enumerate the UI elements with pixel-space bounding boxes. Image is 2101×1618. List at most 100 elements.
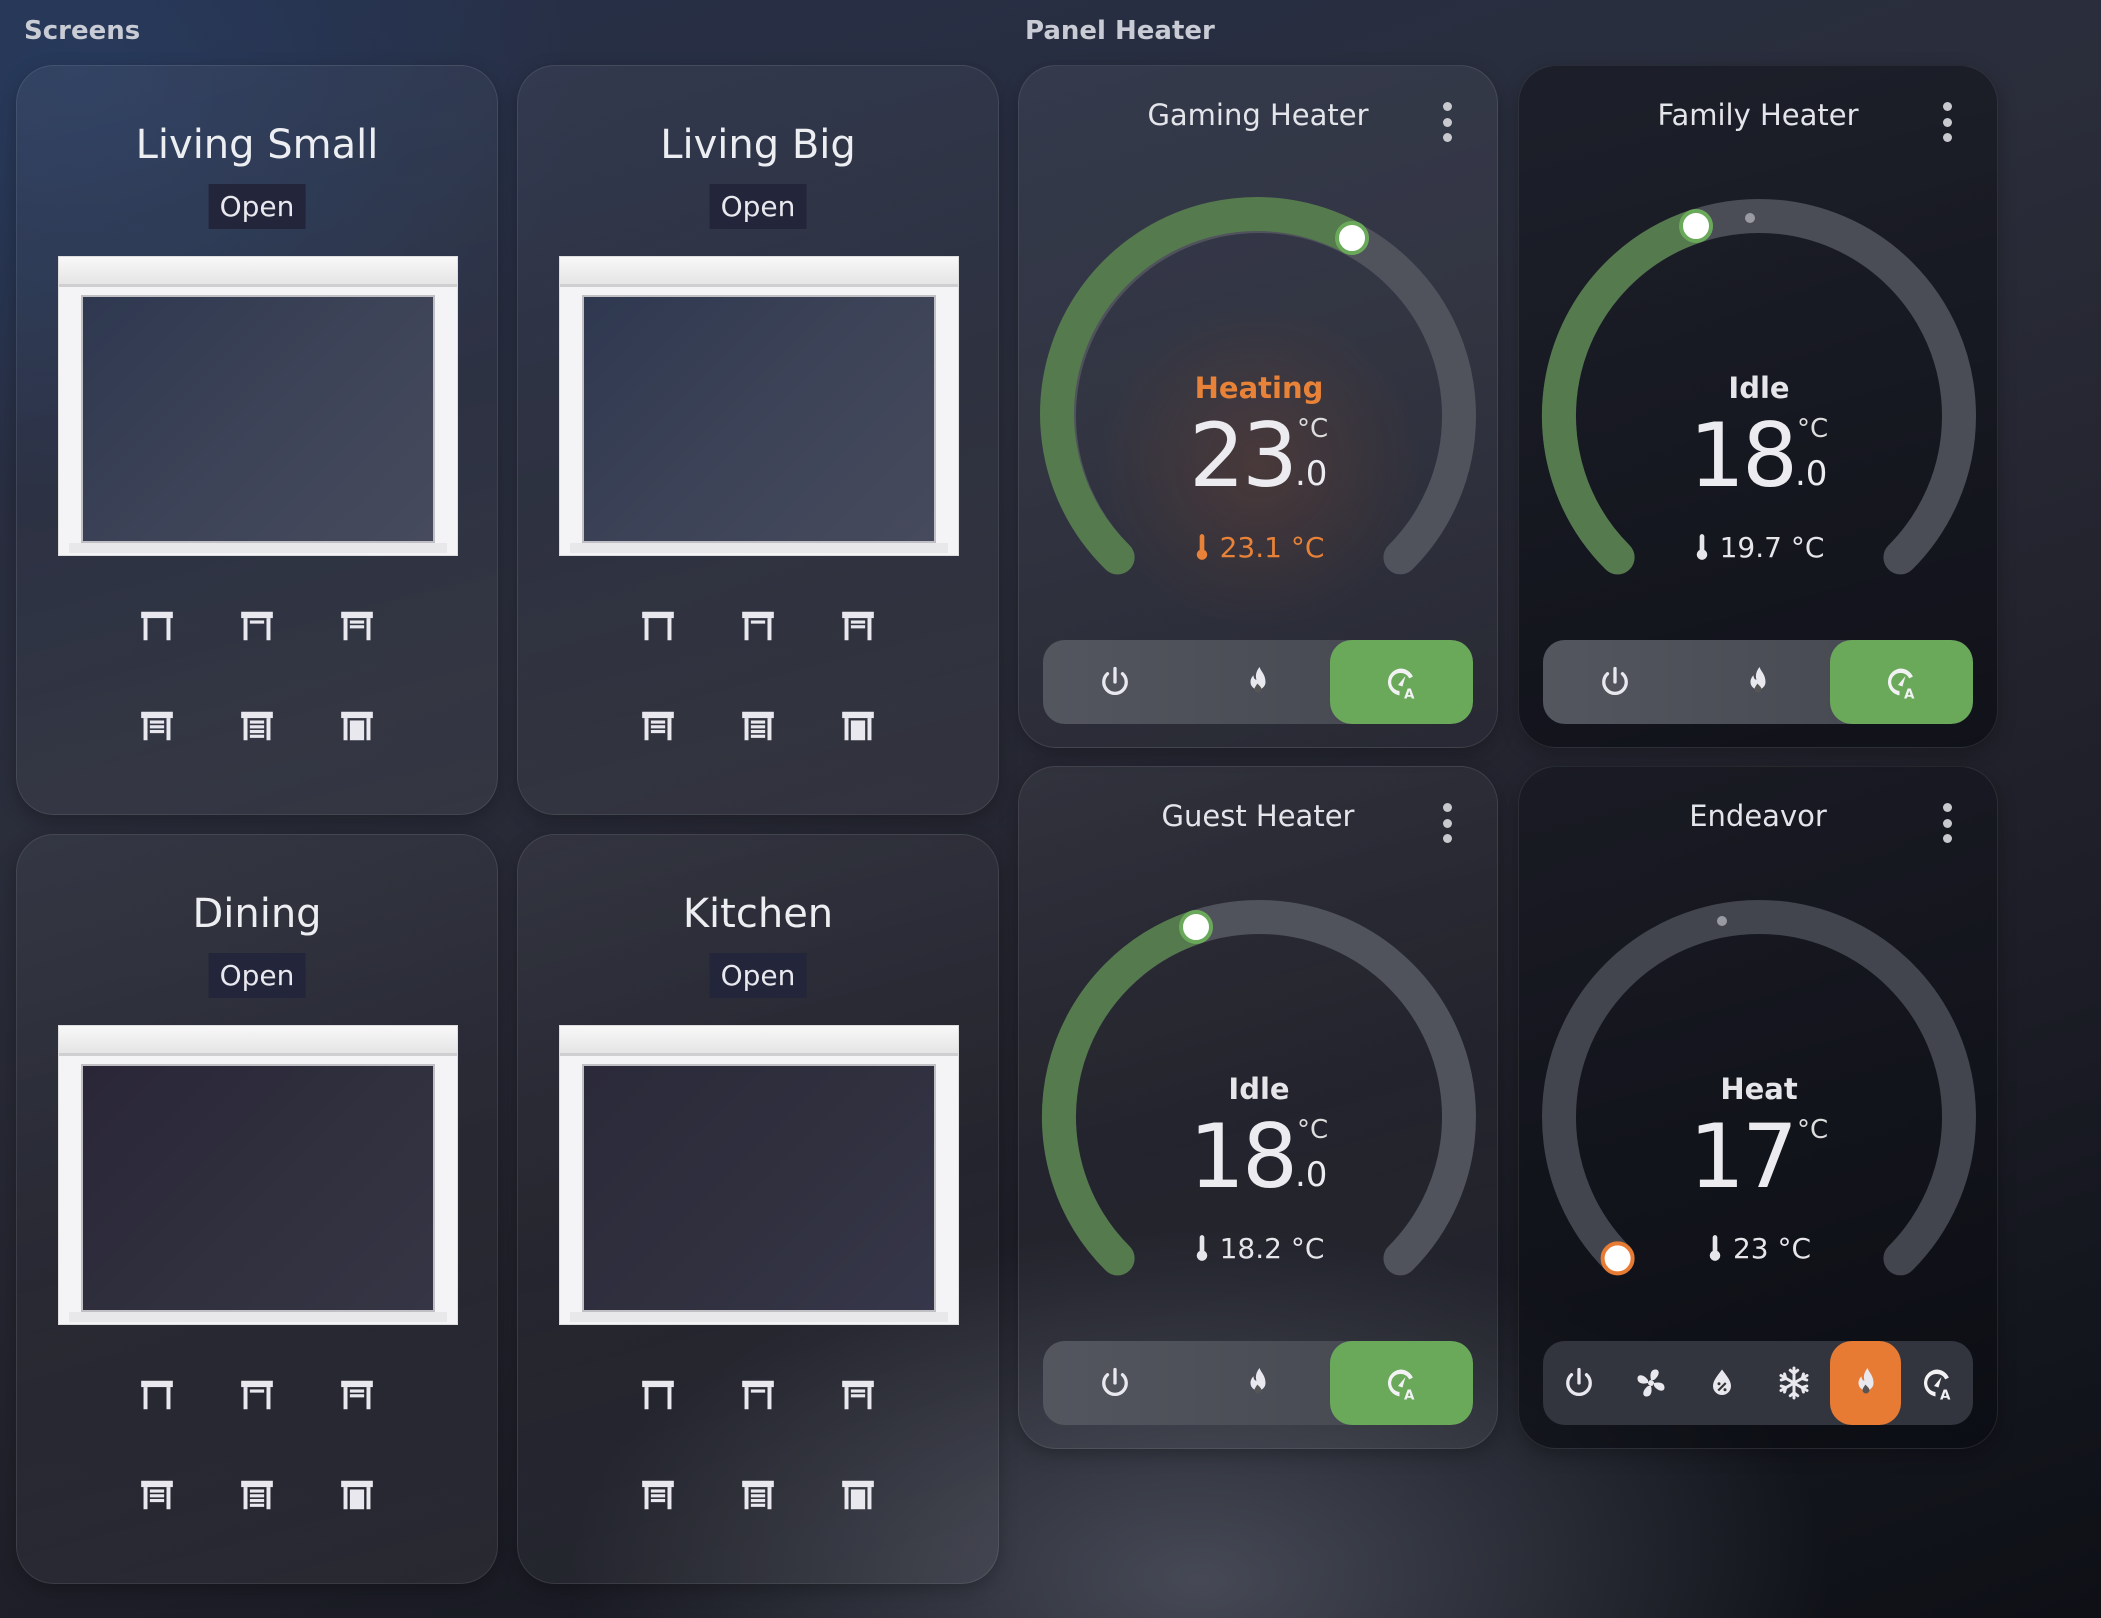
screen-card-dining: Dining Open xyxy=(16,834,498,1584)
shutter-80-icon xyxy=(238,1476,276,1514)
setpoint-thumb[interactable] xyxy=(1179,910,1213,944)
target-temperature: 18 °C .0 xyxy=(1189,1105,1329,1208)
shutter-100-button[interactable] xyxy=(327,696,387,756)
dot-icon xyxy=(1942,102,1952,111)
thermostat-name: Guest Heater xyxy=(1161,799,1355,833)
water-percent-icon xyxy=(1704,1365,1740,1401)
shutter-60-button[interactable] xyxy=(628,696,688,756)
mode-off-button[interactable] xyxy=(1043,1341,1186,1425)
shutter-60-button[interactable] xyxy=(628,1465,688,1525)
shutter-40-icon xyxy=(338,607,376,645)
shutter-60-icon xyxy=(639,707,677,745)
screen-window-image[interactable] xyxy=(559,256,959,556)
shutter-open-icon xyxy=(639,607,677,645)
shutter-20-button[interactable] xyxy=(728,1365,788,1425)
mode-heat-button[interactable] xyxy=(1829,1341,1902,1425)
more-options-button[interactable] xyxy=(1937,803,1957,843)
flame-icon xyxy=(1740,664,1776,700)
thermostat-auto-icon xyxy=(1383,1365,1419,1401)
shutter-0-button[interactable] xyxy=(127,596,187,656)
shutter-40-button[interactable] xyxy=(828,1365,888,1425)
mode-off-button[interactable] xyxy=(1043,640,1186,724)
shutter-80-button[interactable] xyxy=(227,696,287,756)
target-temperature: 17 °C xyxy=(1689,1105,1829,1208)
current-temperature: 23 °C xyxy=(1534,1232,1984,1265)
shutter-20-icon xyxy=(739,1376,777,1414)
shutter-0-button[interactable] xyxy=(628,1365,688,1425)
shutter-60-button[interactable] xyxy=(127,1465,187,1525)
screen-card-kitchen: Kitchen Open xyxy=(517,834,999,1584)
shutter-open-icon xyxy=(639,1376,677,1414)
temperature-dial[interactable] xyxy=(1034,191,1484,641)
mode-heat-button[interactable] xyxy=(1186,1341,1329,1425)
mode-heat-button[interactable] xyxy=(1686,640,1829,724)
thermostat-card-guest-heater: Guest Heater Idle 18 °C .0 18.2 °C xyxy=(1018,766,1498,1449)
shutter-80-button[interactable] xyxy=(227,1465,287,1525)
panel-heater-section-title: Panel Heater xyxy=(1025,16,1215,46)
temperature-dial[interactable] xyxy=(1534,191,1984,641)
target-temperature: 23 °C .0 xyxy=(1189,404,1329,507)
current-temperature: 18.2 °C xyxy=(1034,1232,1484,1265)
screen-state-badge: Open xyxy=(709,184,807,229)
dot-icon xyxy=(1442,102,1452,111)
shutter-40-button[interactable] xyxy=(327,596,387,656)
shutter-40-button[interactable] xyxy=(828,596,888,656)
hvac-action-label: Heating xyxy=(1194,371,1324,405)
temperature-dial[interactable] xyxy=(1034,892,1484,1342)
more-options-button[interactable] xyxy=(1437,102,1457,142)
more-options-button[interactable] xyxy=(1437,803,1457,843)
hvac-action-label: Idle xyxy=(1228,1072,1290,1106)
setpoint-thumb[interactable] xyxy=(1600,1241,1635,1276)
mode-auto-button[interactable] xyxy=(1329,640,1473,724)
mode-auto-button[interactable] xyxy=(1829,640,1973,724)
screen-window-image[interactable] xyxy=(559,1025,959,1325)
mode-fan-only-button[interactable] xyxy=(1615,1341,1687,1425)
thermostat-auto-icon xyxy=(1883,664,1919,700)
hvac-mode-selector xyxy=(1543,1341,1973,1425)
thermostat-card-gaming-heater: Gaming Heater Heating 23 °C .0 23.1 °C xyxy=(1018,65,1498,748)
shutter-position-buttons xyxy=(608,1345,908,1545)
shutter-40-button[interactable] xyxy=(327,1365,387,1425)
mode-cool-button[interactable] xyxy=(1758,1341,1830,1425)
shutter-0-button[interactable] xyxy=(127,1365,187,1425)
mode-dry-button[interactable] xyxy=(1686,1341,1758,1425)
shutter-20-icon xyxy=(238,607,276,645)
thermometer-icon xyxy=(1694,533,1710,561)
shutter-80-button[interactable] xyxy=(728,696,788,756)
power-icon xyxy=(1597,664,1633,700)
power-icon xyxy=(1097,664,1133,700)
shutter-20-icon xyxy=(238,1376,276,1414)
screen-window-image[interactable] xyxy=(58,256,458,556)
setpoint-thumb[interactable] xyxy=(1335,221,1369,255)
shutter-closed-icon xyxy=(839,1476,877,1510)
screen-window-image[interactable] xyxy=(58,1025,458,1325)
shutter-100-button[interactable] xyxy=(828,1465,888,1525)
more-options-button[interactable] xyxy=(1937,102,1957,142)
shutter-0-button[interactable] xyxy=(628,596,688,656)
setpoint-thumb[interactable] xyxy=(1679,209,1713,243)
shutter-20-button[interactable] xyxy=(227,1365,287,1425)
mode-auto-button[interactable] xyxy=(1329,1341,1473,1425)
temperature-dial[interactable] xyxy=(1534,892,1984,1342)
screen-state-badge: Open xyxy=(208,184,306,229)
shutter-60-icon xyxy=(138,707,176,745)
shutter-40-icon xyxy=(839,1376,877,1414)
shutter-20-button[interactable] xyxy=(227,596,287,656)
shutter-closed-icon xyxy=(338,707,376,741)
mode-auto-button[interactable] xyxy=(1901,1341,1973,1425)
mode-off-button[interactable] xyxy=(1543,1341,1615,1425)
shutter-100-button[interactable] xyxy=(327,1465,387,1525)
shutter-20-button[interactable] xyxy=(728,596,788,656)
shutter-60-button[interactable] xyxy=(127,696,187,756)
shutter-80-button[interactable] xyxy=(728,1465,788,1525)
mode-heat-button[interactable] xyxy=(1186,640,1329,724)
shutter-open-icon xyxy=(138,607,176,645)
shutter-40-icon xyxy=(839,607,877,645)
shutter-100-button[interactable] xyxy=(828,696,888,756)
thermostat-auto-icon xyxy=(1383,664,1419,700)
hvac-action-label: Heat xyxy=(1720,1072,1798,1106)
snowflake-icon xyxy=(1776,1365,1812,1401)
target-temperature: 18 °C .0 xyxy=(1689,404,1829,507)
dial-center: Heating 23 °C .0 23.1 °C xyxy=(1034,191,1484,641)
mode-off-button[interactable] xyxy=(1543,640,1686,724)
